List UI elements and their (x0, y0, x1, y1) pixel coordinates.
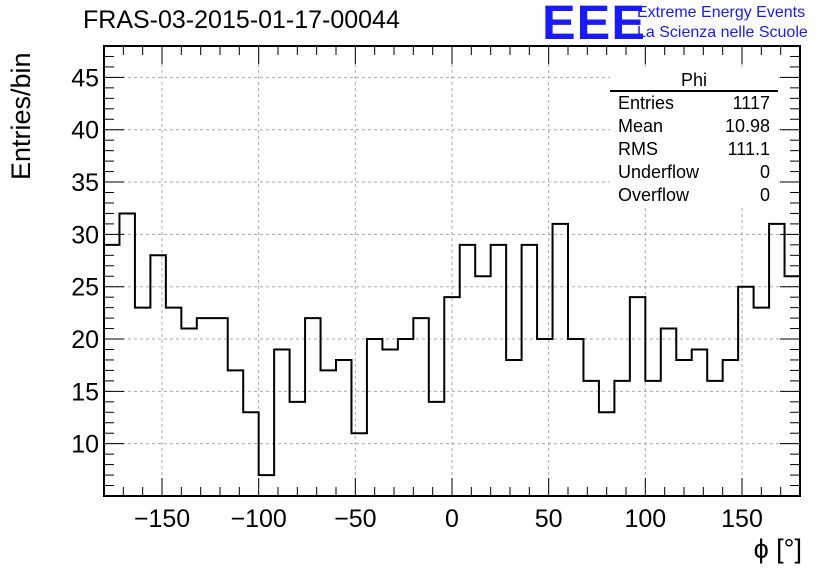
y-tick-label: 45 (71, 64, 99, 92)
x-tick-label: 100 (624, 505, 666, 533)
y-tick-label: 15 (71, 378, 99, 406)
stats-value: 10.98 (724, 116, 770, 136)
x-tick-label: 150 (721, 505, 763, 533)
x-axis-label: ϕ [°] (753, 534, 802, 564)
stats-row-overflow: Overflow 0 (610, 184, 778, 207)
x-tick-label: 50 (535, 505, 563, 533)
stats-row-entries: Entries 1117 (610, 92, 778, 115)
stats-row-rms: RMS 111.1 (610, 138, 778, 161)
stats-label: Underflow (618, 162, 700, 182)
tick-labels: −150 −100 −50 0 50 100 150 10 15 20 25 30 35 40 45 (71, 64, 763, 533)
stats-title: Phi (610, 70, 778, 92)
axis-ticks (104, 46, 800, 496)
stats-value: 0 (759, 162, 770, 182)
stats-label: Entries (618, 93, 675, 113)
logo-subtitle-2: La Scienza nelle Scuole (637, 24, 808, 41)
x-tick-label: −50 (334, 505, 376, 533)
stats-value: 1117 (732, 93, 770, 113)
stats-box: Phi Entries 1117 Mean 10.98 RMS 111.1 Un… (610, 70, 778, 207)
run-title: FRAS-03-2015-01-17-00044 (83, 6, 400, 34)
eee-logo: EEE (542, 0, 646, 50)
y-tick-label: 30 (71, 221, 99, 249)
stats-row-underflow: Underflow 0 (610, 161, 778, 184)
stats-row-mean: Mean 10.98 (610, 115, 778, 138)
y-tick-label: 20 (71, 326, 99, 354)
y-tick-label: 25 (71, 274, 99, 302)
x-tick-label: −150 (134, 505, 190, 533)
stats-value: 0 (759, 185, 770, 205)
y-axis-label: Entries/bin (6, 52, 36, 180)
stats-label: Overflow (618, 185, 690, 205)
stats-label: RMS (618, 139, 658, 159)
x-tick-label: 0 (445, 505, 459, 533)
x-tick-label: −100 (231, 505, 287, 533)
histogram-line (104, 66, 801, 477)
stats-value: 111.1 (727, 139, 770, 159)
logo-subtitle-1: Extreme Energy Events (637, 4, 806, 21)
y-tick-label: 10 (71, 431, 99, 459)
y-tick-label: 40 (71, 117, 99, 145)
y-tick-label: 35 (71, 169, 99, 197)
stats-label: Mean (618, 116, 664, 136)
